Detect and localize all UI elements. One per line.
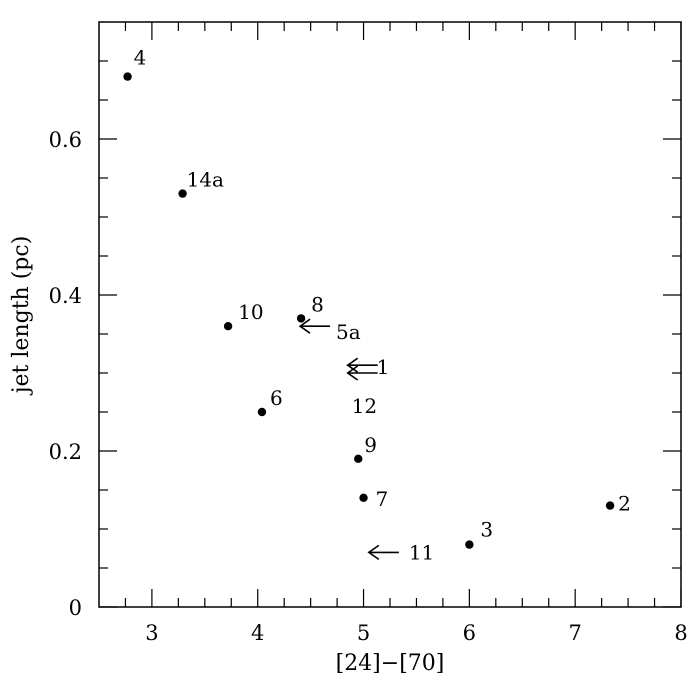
y-tick-label: 0.4 bbox=[49, 284, 82, 308]
point-label: 10 bbox=[238, 300, 263, 324]
y-tick-labels: 0 0.2 0.4 0.6 bbox=[49, 128, 82, 620]
data-point bbox=[354, 454, 363, 463]
data-points: 4 14a 10 8 6 9 7 3 2 bbox=[123, 46, 631, 549]
y-tick-label: 0.2 bbox=[49, 440, 82, 464]
data-point bbox=[123, 72, 132, 81]
data-point bbox=[257, 407, 267, 417]
point-label: 2 bbox=[618, 492, 631, 516]
upper-limit-arrows: 5a 112 11 bbox=[298, 318, 434, 564]
data-point bbox=[465, 540, 474, 549]
data-point bbox=[223, 322, 233, 331]
upper-limit-arrow bbox=[367, 544, 399, 561]
data-point bbox=[178, 189, 187, 198]
point-label: 4 bbox=[134, 46, 147, 70]
point-label: 7 bbox=[376, 487, 389, 511]
x-tick-label: 7 bbox=[568, 621, 581, 645]
x-tick-labels: 3 4 5 6 7 8 bbox=[145, 621, 687, 645]
plot-frame bbox=[98, 21, 682, 608]
upper-limit-arrow bbox=[346, 365, 378, 381]
y-axis-label: jet length (pc) bbox=[9, 236, 34, 397]
upper-limit-arrow bbox=[298, 318, 331, 334]
point-label: 8 bbox=[311, 292, 324, 316]
point-label: 14a bbox=[187, 168, 224, 192]
y-tick-label: 0.6 bbox=[49, 128, 82, 152]
point-label: 6 bbox=[270, 386, 283, 410]
data-point bbox=[296, 314, 306, 323]
limit-label: 12 bbox=[352, 394, 377, 418]
data-point bbox=[605, 501, 615, 510]
limit-label: 1 bbox=[377, 355, 390, 379]
x-tick-label: 3 bbox=[145, 621, 158, 645]
y-tick-label: 0 bbox=[69, 596, 82, 620]
minor-ticks bbox=[99, 22, 681, 607]
limit-label: 5a bbox=[336, 320, 361, 344]
x-tick-label: 8 bbox=[674, 621, 687, 645]
x-tick-label: 5 bbox=[357, 621, 370, 645]
x-tick-label: 4 bbox=[251, 621, 264, 645]
upper-limit-arrow bbox=[346, 357, 378, 373]
limit-label: 11 bbox=[409, 540, 434, 564]
x-tick-label: 6 bbox=[463, 621, 476, 645]
point-label: 9 bbox=[364, 433, 377, 457]
major-ticks bbox=[99, 22, 682, 608]
point-label: 3 bbox=[480, 518, 493, 542]
x-axis-label: [24]−[70] bbox=[336, 651, 445, 676]
data-point bbox=[359, 493, 368, 502]
